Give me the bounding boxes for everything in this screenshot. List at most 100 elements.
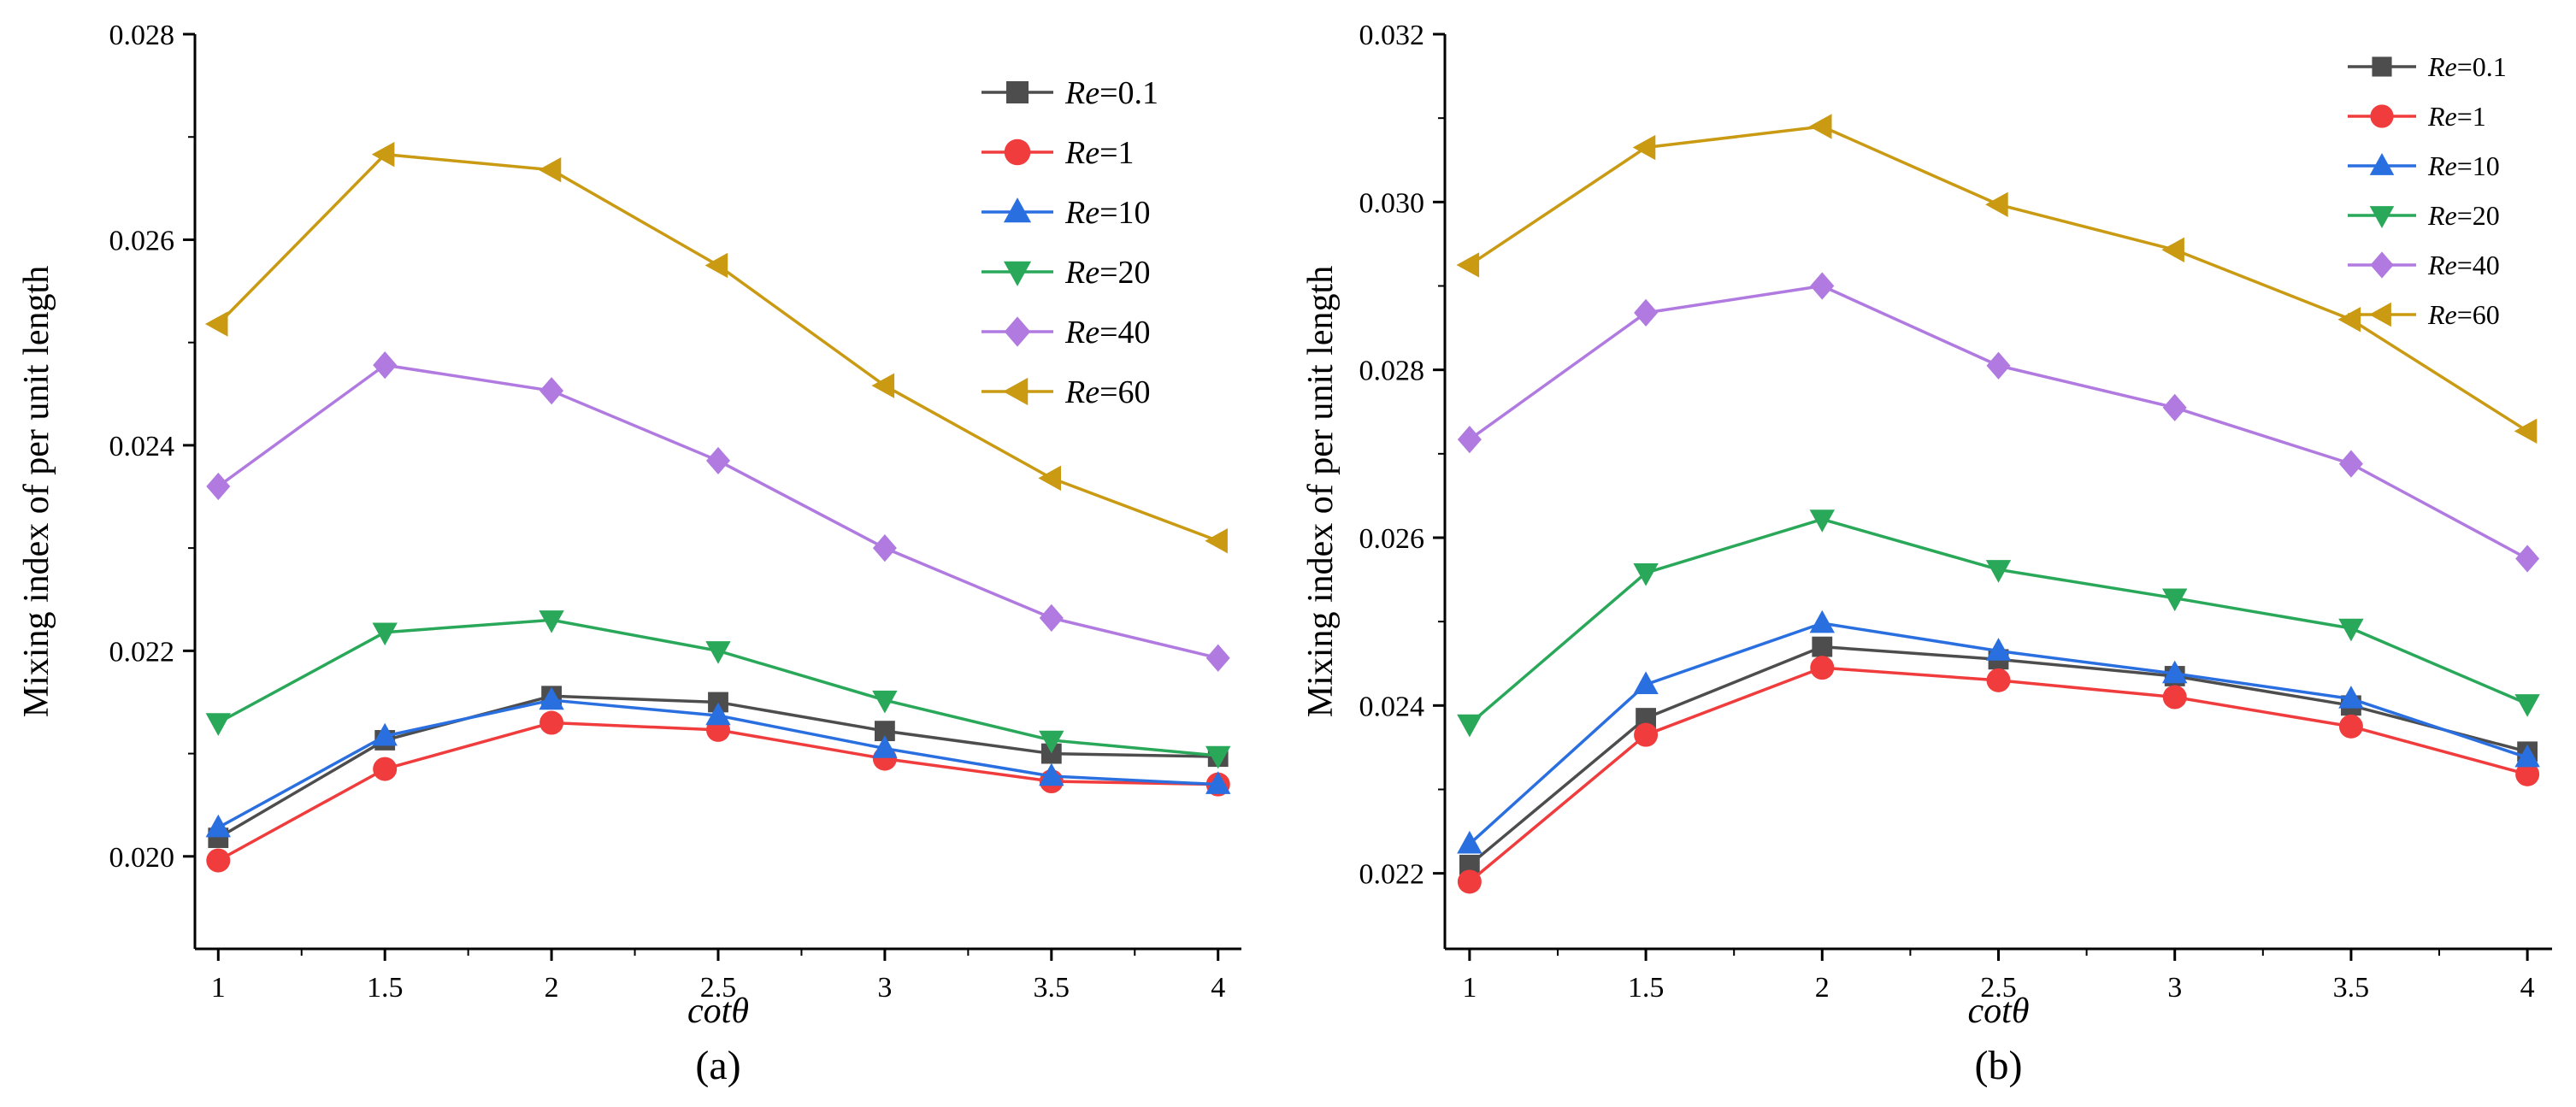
- data-point: [205, 713, 231, 736]
- legend-label: Re=20: [1064, 255, 1151, 291]
- data-point: [1809, 509, 1835, 533]
- data-point: [1457, 869, 1482, 894]
- legend-label: Re=20: [2427, 200, 2500, 231]
- data-point: [1809, 609, 1835, 633]
- x-tick-label: 1: [1462, 972, 1477, 1004]
- data-point: [205, 814, 231, 838]
- x-tick-label: 2: [545, 972, 559, 1004]
- data-point: [2162, 588, 2188, 612]
- data-point: [2338, 714, 2363, 739]
- data-point: [875, 721, 895, 742]
- data-point: [2514, 694, 2540, 717]
- series-re-60: [1456, 114, 2538, 445]
- data-point: [1459, 854, 1480, 875]
- data-point: [1633, 671, 1659, 694]
- legend-marker: [2369, 206, 2395, 228]
- data-point: [872, 735, 898, 758]
- x-tick-label: 3.5: [1034, 972, 1070, 1004]
- series-line: [217, 721, 1218, 863]
- chart-panel-a: 0.020 0.022 0.024 0.026 0.028 1 1.5 2 2.5 3 3.5 4 co…: [17, 20, 1241, 1088]
- data-point: [1985, 638, 2012, 661]
- data-point: [1205, 528, 1228, 554]
- data-point: [2514, 418, 2538, 445]
- y-tick-label: 0.026: [1359, 523, 1425, 555]
- data-point: [1808, 114, 1832, 139]
- y-tick-label: 0.028: [109, 20, 175, 51]
- data-point: [372, 722, 398, 746]
- data-point: [206, 472, 231, 501]
- series-line: [1468, 125, 2529, 433]
- x-tick-label: 4: [2520, 972, 2535, 1004]
- x-tick-label: 1.5: [367, 972, 404, 1004]
- series-re-1: [1457, 656, 2540, 894]
- data-point: [2162, 685, 2187, 710]
- data-point: [1812, 636, 1833, 657]
- series-re-60: [204, 141, 1228, 554]
- data-point: [1985, 560, 2012, 583]
- legend-label: Re=40: [1064, 315, 1151, 350]
- series-line: [1468, 517, 2528, 726]
- data-point: [706, 446, 730, 475]
- data-point: [1810, 656, 1835, 680]
- y-axis-title: Mixing index of per unit length: [1301, 266, 1341, 717]
- data-point: [539, 377, 564, 405]
- legend-marker: [2369, 302, 2391, 327]
- chart-panel-b: 0.022 0.024 0.026 0.028 0.030 0.032 1 1.5 2 2.5 3 3…: [1301, 20, 2552, 1088]
- data-point: [538, 156, 562, 183]
- data-point: [1456, 252, 1480, 278]
- legend-marker: [2370, 104, 2394, 128]
- series-re-10: [1457, 609, 2540, 854]
- x-axis-title: cotθ: [1968, 992, 2030, 1031]
- data-point: [708, 692, 728, 713]
- legend-marker: [1004, 138, 1031, 166]
- series-re-1: [206, 710, 1230, 873]
- y-tick-label: 0.024: [1359, 691, 1425, 722]
- data-point: [1457, 714, 1483, 738]
- x-tick-label: 4: [1211, 972, 1225, 1004]
- y-tick-label: 0.020: [109, 842, 175, 874]
- data-point: [1986, 351, 2011, 380]
- x-axis-title: cotθ: [687, 992, 749, 1031]
- data-point: [704, 252, 728, 279]
- data-point: [1205, 771, 1231, 794]
- series-re-40: [1457, 272, 2540, 573]
- data-point: [204, 311, 228, 337]
- legend-marker: [1004, 316, 1031, 347]
- data-point: [2162, 393, 2187, 421]
- series-re-40: [206, 351, 1230, 672]
- legend-label: Re=1: [2427, 101, 2486, 132]
- data-point: [1040, 743, 1062, 764]
- data-point: [539, 686, 564, 710]
- legend-marker: [1003, 377, 1029, 406]
- legend-label: Re=40: [2427, 250, 2500, 280]
- data-point: [1634, 722, 1659, 747]
- x-tick-label: 3: [2167, 972, 2182, 1004]
- legend-marker: [1003, 261, 1032, 286]
- y-tick-label: 0.026: [109, 225, 175, 256]
- data-point: [1810, 272, 1835, 300]
- legend-label: Re=60: [2427, 299, 2500, 330]
- legend-label: Re=10: [2427, 150, 2500, 181]
- legend-label: Re=0.1: [1064, 75, 1158, 111]
- data-point: [872, 534, 897, 562]
- legend: Re=0.1 Re=1 Re=10 Re=20 Re=40 Re=60: [2348, 51, 2507, 330]
- data-point: [2338, 686, 2364, 709]
- data-point: [2338, 450, 2363, 478]
- legend-label: Re=60: [1064, 374, 1151, 410]
- x-tick-label: 1.5: [1628, 972, 1665, 1004]
- data-point: [1205, 745, 1231, 769]
- data-point: [872, 690, 898, 714]
- data-point: [705, 702, 731, 726]
- legend-marker: [2369, 153, 2395, 175]
- legend-marker: [2370, 251, 2394, 279]
- x-tick-label: 3.5: [2333, 972, 2370, 1004]
- x-tick-label: 2: [1815, 972, 1830, 1004]
- y-tick-label: 0.028: [1359, 356, 1425, 387]
- series-re-10: [205, 686, 1231, 838]
- data-point: [2338, 618, 2364, 642]
- data-point: [705, 641, 731, 664]
- panel-label: (a): [695, 1043, 740, 1088]
- series-re-20: [205, 610, 1231, 769]
- data-point: [539, 610, 564, 633]
